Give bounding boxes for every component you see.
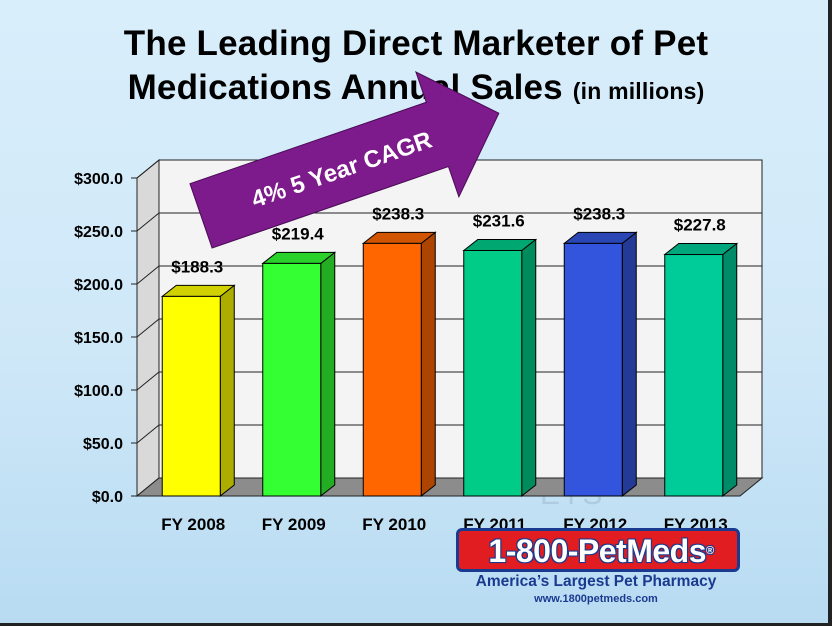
bar-value-label: $188.3 <box>171 257 223 276</box>
y-tick-label: $250.0 <box>74 224 123 241</box>
bar-side <box>621 231 637 498</box>
petmeds-logo: 1-800-PetMeds® America’s Largest Pet Pha… <box>450 528 742 610</box>
logo-tagline: America’s Largest Pet Pharmacy <box>475 573 717 590</box>
gridline <box>136 424 762 444</box>
bar-value-label: $238.3 <box>573 204 625 223</box>
bar-side <box>420 231 436 498</box>
x-tick-label: FY 2009 <box>262 515 326 534</box>
x-tick-label: FY 2010 <box>362 515 426 534</box>
frame-edge-bottom <box>0 623 832 626</box>
bar-side <box>722 242 738 498</box>
title-line-1: The Leading Direct Marketer of Pet <box>123 24 709 63</box>
bar-value-label: $238.3 <box>372 204 424 223</box>
logo-url[interactable]: www.1800petmeds.com <box>534 593 658 605</box>
logo-registered: ® <box>705 545 714 557</box>
title-subtitle: (in millions) <box>572 78 705 104</box>
bar-side <box>320 251 336 498</box>
bar <box>664 254 724 497</box>
bar <box>262 262 322 497</box>
cagr-arrow-shape <box>189 71 500 249</box>
chart-title: The Leading Direct Marketer of Pet Medic… <box>0 22 832 113</box>
bar <box>563 242 623 497</box>
bar-side <box>219 284 235 498</box>
logo-name: 1-800-PetMeds® <box>459 531 743 571</box>
bar-value-label: $219.4 <box>272 224 325 243</box>
gridline <box>136 212 762 232</box>
title-main-2: Medications Annual Sales <box>127 68 563 107</box>
title-line-2: Medications Annual Sales (in millions) <box>0 66 832 113</box>
y-tick-label: $200.0 <box>74 277 123 294</box>
y-tick-label: $150.0 <box>74 330 123 347</box>
gridline <box>136 318 762 338</box>
logo-badge: 1-800-PetMeds® <box>456 528 740 572</box>
logo-name-text: 1-800-PetMeds <box>488 533 706 569</box>
y-tick-label: $100.0 <box>74 383 123 400</box>
y-tick-label: $50.0 <box>83 436 123 453</box>
bar-value-label: $227.8 <box>674 216 726 235</box>
gridline <box>136 371 762 391</box>
bar <box>161 295 221 497</box>
gridline <box>136 265 762 285</box>
bar-value-label: $231.6 <box>473 212 525 231</box>
bar <box>362 242 422 497</box>
bar <box>463 250 523 497</box>
bar-side <box>521 238 537 498</box>
x-tick-label: FY 2008 <box>161 515 225 534</box>
gridline <box>136 159 762 179</box>
frame-edge-right <box>828 0 832 626</box>
y-tick-label: $0.0 <box>92 489 123 506</box>
y-tick-label: $300.0 <box>74 171 123 188</box>
